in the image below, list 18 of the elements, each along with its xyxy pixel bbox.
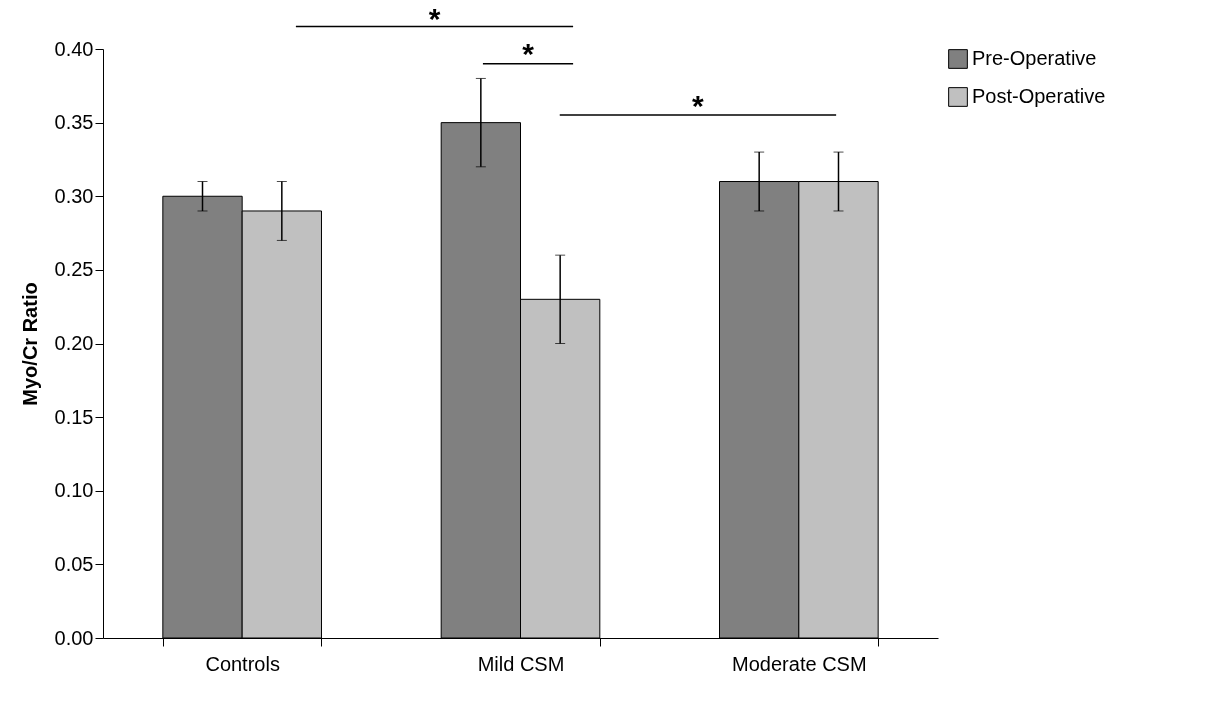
y-tick-label: 0.20 (54, 332, 94, 354)
y-tick-label: 0.15 (54, 405, 94, 428)
legend-label: Pre-Operative (972, 47, 1097, 69)
annotation: * (692, 88, 705, 122)
x-tick-label: Moderate CSM (732, 652, 867, 675)
x-tick-label: Controls (205, 652, 280, 675)
y-tick-label: 0.10 (54, 479, 94, 502)
text: * (428, 1, 441, 35)
annotation: * (522, 37, 535, 70)
y-tick-label: 0.40 (54, 37, 94, 60)
x-tick-label: Mild CSM (477, 652, 565, 675)
y-tick-label: 0.05 (54, 552, 94, 575)
y-tick-label: 0.30 (54, 184, 94, 207)
y-axis-title: Myo/Cr Ratio (18, 282, 41, 406)
y-tick-label: 0.00 (54, 626, 94, 649)
y-tick-label: 0.35 (54, 111, 94, 134)
y-tick-label: 0.25 (54, 258, 94, 281)
legend-label: Post-Operative (972, 85, 1106, 107)
